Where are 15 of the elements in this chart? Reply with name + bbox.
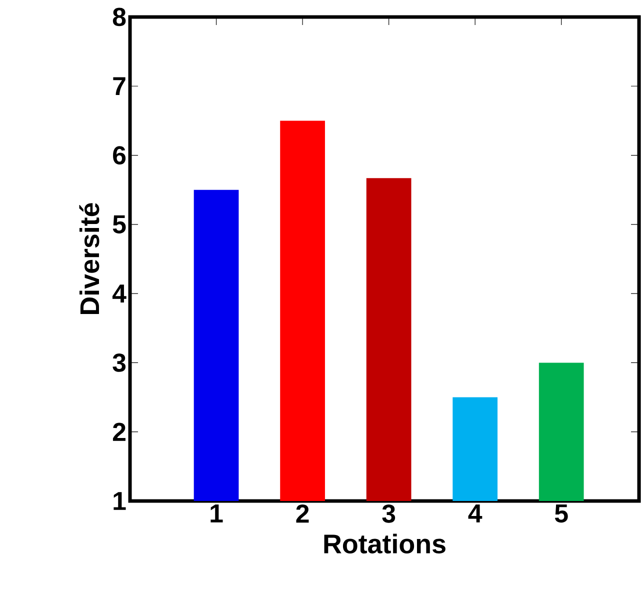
y-tick-label: 3 [112, 354, 126, 372]
y-tick-label: 7 [113, 77, 126, 96]
x-tick-label: 3 [382, 504, 396, 523]
y-tick-label: 4 [112, 284, 126, 302]
x-tick-label: 5 [554, 504, 568, 523]
y-tick-label: 5 [112, 215, 126, 234]
y-axis-title: Diversité [79, 203, 100, 314]
y-tick-label: 6 [113, 146, 126, 164]
x-tick-label: 4 [468, 504, 482, 522]
y-tick-label: 8 [112, 8, 126, 26]
y-tick-label: 1 [114, 492, 126, 510]
x-axis-title: Rotations [324, 534, 446, 554]
x-tick-label: 1 [210, 504, 223, 522]
y-tick-label: 2 [112, 422, 126, 441]
x-tick-label: 2 [296, 504, 309, 523]
